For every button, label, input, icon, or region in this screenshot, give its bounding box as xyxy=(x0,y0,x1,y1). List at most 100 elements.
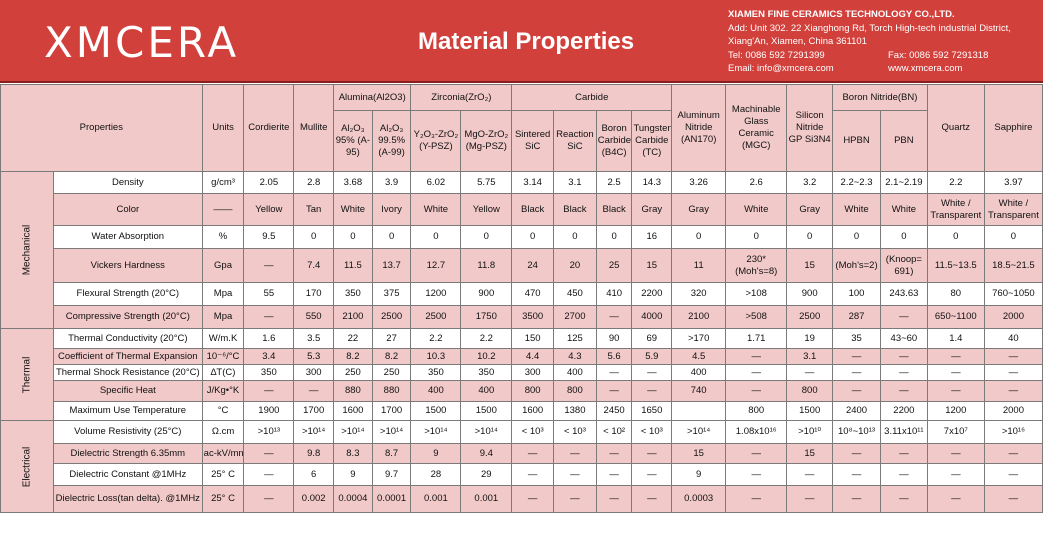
table-row: Flexural Strength (20°C) Mpa 55 170 350 375 12… xyxy=(1,282,1043,306)
company-fax: Fax: 0086 592 7291318 xyxy=(888,49,989,61)
table-cell: 760~1050 xyxy=(983,282,1043,306)
table-cell: 2.2~2.3 xyxy=(832,171,881,194)
table-cell: — xyxy=(725,463,788,486)
table-cell: 0 xyxy=(786,225,834,249)
table-cell: 27 xyxy=(371,328,412,349)
table-cell: 2500 xyxy=(371,305,412,329)
table-cell: 2200 xyxy=(631,282,673,306)
material-hpbn: HPBN xyxy=(832,110,881,172)
table-cell: — xyxy=(725,443,788,464)
company-email: Email: info@xmcera.com xyxy=(728,63,834,74)
table-cell: 400 xyxy=(460,380,513,402)
table-cell: 800 xyxy=(786,380,834,402)
material-quartz: Quartz xyxy=(926,84,985,172)
property-unit: Ω.cm xyxy=(201,420,245,444)
table-cell: 1500 xyxy=(460,401,513,421)
table-cell: 1.71 xyxy=(725,328,788,349)
table-cell: 320 xyxy=(671,282,727,306)
table-cell: — xyxy=(983,485,1043,513)
table-cell: >10¹⁴ xyxy=(410,420,462,444)
table-cell: — xyxy=(553,443,597,464)
table-cell: 3.5 xyxy=(293,328,335,349)
table-cell: 2.6 xyxy=(725,171,788,194)
property-unit: °C xyxy=(201,401,245,421)
table-cell: 4.4 xyxy=(511,348,555,365)
table-row: Dielectric Strength 6.35mm ac-kV/mm —9.8 8.… xyxy=(1,443,1043,464)
table-cell: >10¹³ xyxy=(243,420,295,444)
table-cell: — xyxy=(786,463,834,486)
table-cell: 0.001 xyxy=(460,485,513,513)
table-cell: 400 xyxy=(671,364,727,381)
table-cell: 4.3 xyxy=(553,348,597,365)
table-cell: 2.05 xyxy=(243,171,295,194)
property-name: Thermal Conductivity (20°C) xyxy=(52,328,203,349)
material-alumina-99: Al₂O₃ 99.5% (A-99) xyxy=(371,110,412,172)
table-cell: — xyxy=(595,364,633,381)
table-cell: 880 xyxy=(371,380,412,402)
table-cell: — xyxy=(926,463,985,486)
table-cell: — xyxy=(553,485,597,513)
table-cell: — xyxy=(725,348,788,365)
table-cell: 8.2 xyxy=(333,348,373,365)
table-cell: 9.7 xyxy=(371,463,412,486)
table-cell: — xyxy=(983,463,1043,486)
table-cell: 0 xyxy=(333,225,373,249)
company-name: XIAMEN FINE CERAMICS TECHNOLOGY CO.,LTD. xyxy=(728,9,955,20)
table-cell: 800 xyxy=(553,380,597,402)
table-cell: White / Transparent xyxy=(926,193,985,226)
table-cell: 18.5~21.5 xyxy=(983,248,1043,283)
material-machinable-glass-ceramic: Machinable Glass Ceramic (MGC) xyxy=(725,84,788,172)
table-cell: 11.5 xyxy=(333,248,373,283)
table-row: Mechanical Density g/cm³ 2.05 2.8 3.68 3.9 6.02… xyxy=(0,171,1043,329)
material-reaction-sic: Reaction SiC xyxy=(553,110,597,172)
property-unit: —— xyxy=(201,193,245,226)
property-unit: W/m.K xyxy=(201,328,245,349)
table-cell: >108 xyxy=(725,282,788,306)
table-cell: — xyxy=(243,485,295,513)
material-sintered-sic: Sintered SiC xyxy=(511,110,555,172)
table-cell: 0 xyxy=(460,225,513,249)
table-cell: 3.1 xyxy=(786,348,834,365)
table-cell: 1.08x10¹⁶ xyxy=(725,420,788,444)
table-cell: Ivory xyxy=(371,193,412,226)
group-boron-nitride: Boron Nitride(BN) xyxy=(832,84,928,111)
table-cell: — xyxy=(926,348,985,365)
table-row: Electrical Volume Resistivity (25°C) Ω.cm >… xyxy=(0,420,1043,513)
table-cell: 0.001 xyxy=(410,485,462,513)
table-cell: 35 xyxy=(832,328,881,349)
table-cell: — xyxy=(243,380,295,402)
table-cell: — xyxy=(832,443,881,464)
table-cell: 2.8 xyxy=(293,171,335,194)
category-label: Thermal xyxy=(20,356,32,393)
table-cell: 9 xyxy=(333,463,373,486)
table-cell: 2.5 xyxy=(595,171,633,194)
table-cell: >10¹⁰ xyxy=(786,420,834,444)
table-cell: 69 xyxy=(631,328,673,349)
table-cell: — xyxy=(879,463,928,486)
table-cell: 5.6 xyxy=(595,348,633,365)
group-carbide: Carbide xyxy=(511,84,673,111)
table-cell: 9 xyxy=(410,443,462,464)
table-cell: 1600 xyxy=(511,401,555,421)
table-cell: 8.7 xyxy=(371,443,412,464)
table-cell: 15 xyxy=(631,248,673,283)
table-cell: 300 xyxy=(511,364,555,381)
table-cell: 4000 xyxy=(631,305,673,329)
table-cell: 16 xyxy=(631,225,673,249)
table-cell: 90 xyxy=(595,328,633,349)
table-cell: 0 xyxy=(926,225,985,249)
table-row: Dielectric Loss(tan delta). @1MHz 25° C —0… xyxy=(1,485,1043,513)
table-cell: 125 xyxy=(553,328,597,349)
property-unit: J/Kg•°K xyxy=(201,380,245,402)
table-cell: White xyxy=(879,193,928,226)
property-unit: 25° C xyxy=(201,463,245,486)
category-label: Mechanical xyxy=(21,224,33,276)
table-cell: — xyxy=(595,485,633,513)
table-cell: 28 xyxy=(410,463,462,486)
table-cell: 2450 xyxy=(595,401,633,421)
table-cell: 900 xyxy=(460,282,513,306)
table-cell: 2000 xyxy=(983,305,1043,329)
material-alumina-95: Al₂O₃ 95% (A-95) xyxy=(333,110,373,172)
table-cell: 7x10⁷ xyxy=(926,420,985,444)
table-cell: 900 xyxy=(786,282,834,306)
